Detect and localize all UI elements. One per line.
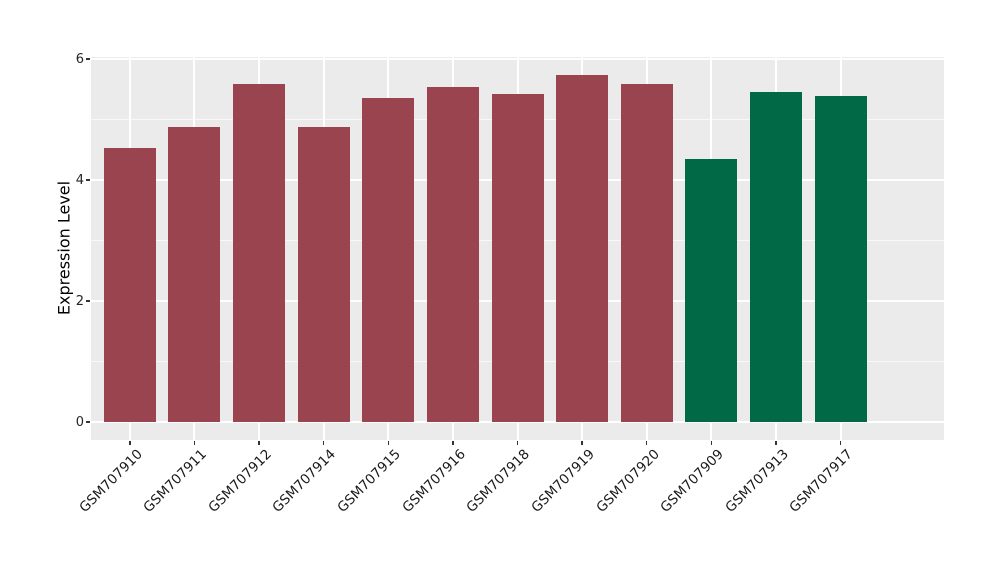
x-tick-mark [775, 441, 777, 445]
x-tick-mark [516, 441, 519, 445]
x-axis-tick-label: GSM707918 [463, 446, 534, 516]
x-tick-mark [258, 441, 260, 445]
y-tick-mark [86, 421, 90, 423]
bar [103, 147, 156, 422]
x-axis-tick-label: GSM707917 [786, 446, 857, 516]
bar [297, 126, 350, 422]
bar [362, 97, 415, 422]
bar [426, 86, 479, 422]
x-tick-mark [322, 441, 325, 445]
x-tick-mark [387, 441, 389, 445]
bar [168, 127, 221, 422]
x-tick-mark [839, 441, 842, 445]
x-axis-tick-label: GSM707913 [722, 446, 792, 516]
x-tick-mark [710, 441, 713, 445]
x-tick-mark [193, 441, 196, 445]
bar [491, 94, 544, 422]
y-tick-mark [86, 58, 90, 60]
x-axis-tick-label: GSM707915 [334, 446, 404, 516]
x-tick-mark [645, 441, 648, 445]
x-tick-mark [581, 441, 583, 445]
y-axis-tick-label: 0 [75, 414, 84, 430]
x-axis-tick-label: GSM707920 [592, 446, 663, 516]
bar [814, 95, 867, 422]
bar [556, 74, 609, 422]
x-tick-mark [129, 441, 131, 445]
y-axis-tick-label: 4 [75, 172, 84, 188]
bar [233, 83, 285, 422]
y-axis-tick-label: 6 [75, 51, 84, 67]
bar [620, 83, 673, 422]
x-tick-mark [452, 441, 454, 445]
x-axis-tick-label: GSM707912 [205, 446, 275, 516]
x-axis-tick-label: GSM707919 [528, 446, 598, 516]
y-tick-mark [86, 179, 90, 181]
x-axis-tick-label: GSM707911 [140, 446, 211, 516]
plot-panel [91, 57, 944, 440]
x-axis-tick-label: GSM707909 [657, 446, 728, 516]
x-axis-tick-label: GSM707914 [269, 446, 340, 516]
y-tick-mark [86, 300, 90, 302]
x-axis-tick-label: GSM707916 [399, 446, 469, 516]
y-axis-tick-label: 2 [75, 293, 84, 309]
bar [685, 158, 738, 422]
x-axis-tick-label: GSM707910 [75, 446, 146, 516]
bar [749, 92, 802, 422]
